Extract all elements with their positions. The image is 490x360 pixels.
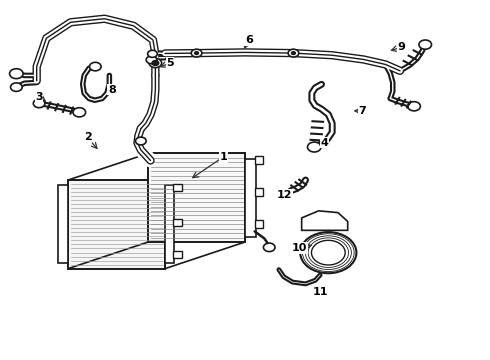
Polygon shape bbox=[148, 153, 245, 242]
Circle shape bbox=[10, 83, 22, 91]
Text: 4: 4 bbox=[321, 138, 329, 148]
Polygon shape bbox=[165, 185, 174, 263]
Circle shape bbox=[146, 56, 157, 64]
Circle shape bbox=[264, 243, 275, 252]
Circle shape bbox=[300, 232, 356, 273]
Text: 9: 9 bbox=[397, 42, 405, 52]
Text: 11: 11 bbox=[312, 287, 328, 297]
Bar bbox=[173, 184, 181, 191]
Bar bbox=[255, 220, 264, 228]
Text: 3: 3 bbox=[35, 92, 43, 102]
Circle shape bbox=[149, 58, 162, 68]
Circle shape bbox=[419, 40, 432, 49]
Circle shape bbox=[292, 52, 295, 54]
Circle shape bbox=[10, 69, 23, 78]
Polygon shape bbox=[245, 159, 256, 237]
Text: 5: 5 bbox=[166, 58, 174, 68]
Text: 12: 12 bbox=[277, 190, 293, 200]
Bar bbox=[173, 251, 181, 258]
Circle shape bbox=[33, 99, 45, 108]
Text: 8: 8 bbox=[108, 85, 116, 95]
Polygon shape bbox=[58, 185, 68, 263]
Polygon shape bbox=[302, 211, 348, 230]
Text: 6: 6 bbox=[245, 35, 253, 45]
Text: 1: 1 bbox=[220, 152, 227, 162]
Circle shape bbox=[191, 49, 202, 57]
Text: 10: 10 bbox=[292, 243, 307, 253]
Circle shape bbox=[136, 137, 146, 145]
Circle shape bbox=[308, 142, 321, 152]
Polygon shape bbox=[68, 180, 165, 269]
Circle shape bbox=[90, 62, 101, 71]
Circle shape bbox=[408, 102, 420, 111]
Circle shape bbox=[195, 52, 198, 54]
Bar bbox=[255, 188, 264, 196]
Bar bbox=[173, 219, 181, 226]
Bar bbox=[255, 156, 264, 164]
Circle shape bbox=[73, 108, 86, 117]
Circle shape bbox=[288, 49, 299, 57]
Text: 2: 2 bbox=[84, 132, 92, 143]
Circle shape bbox=[152, 60, 159, 66]
Text: 7: 7 bbox=[358, 106, 366, 116]
Circle shape bbox=[147, 50, 157, 57]
